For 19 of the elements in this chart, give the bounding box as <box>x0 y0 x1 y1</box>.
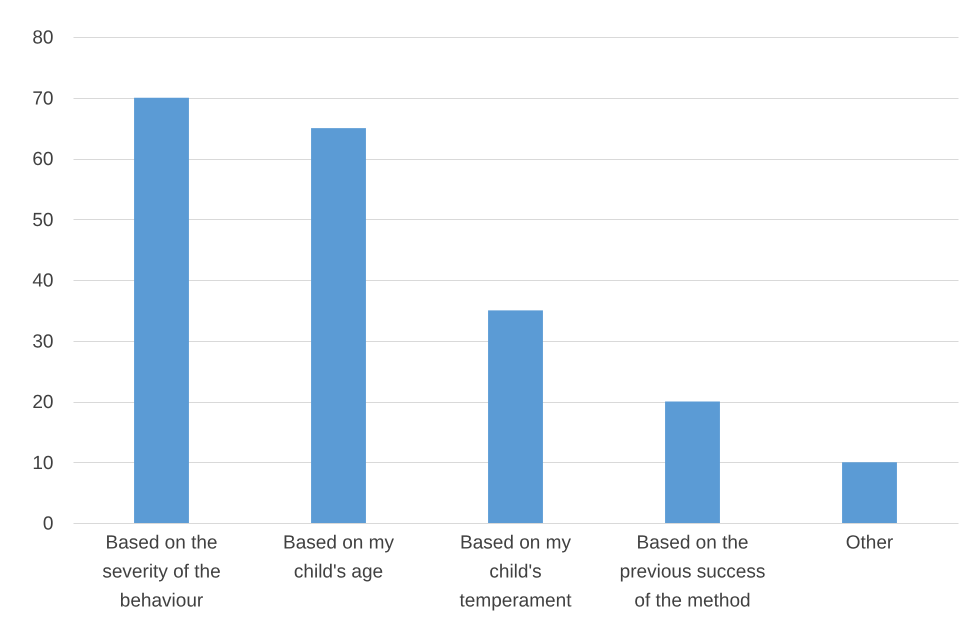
bar <box>665 402 720 523</box>
x-tick-label: Based on my child's age <box>283 532 394 582</box>
x-tick-label: Other <box>846 532 894 554</box>
y-tick-label: 60 <box>32 149 54 170</box>
y-tick-label: 80 <box>32 28 54 48</box>
bar <box>488 310 543 523</box>
x-tick-label: Based on my child's temperament <box>460 532 572 612</box>
y-tick-label: 50 <box>32 210 54 231</box>
x-tick-label: Based on the severity of the behaviour <box>102 532 221 612</box>
y-tick-label: 30 <box>32 331 54 352</box>
y-tick-label: 10 <box>32 452 54 474</box>
bar <box>842 462 897 523</box>
y-tick-label: 20 <box>32 392 54 413</box>
bar <box>134 98 189 523</box>
bar <box>311 128 366 523</box>
y-tick-label: 70 <box>32 88 54 110</box>
x-tick-label: Based on the previous success of the method <box>620 532 766 612</box>
y-tick-label: 0 <box>42 514 54 534</box>
y-tick-label: 40 <box>32 270 54 292</box>
